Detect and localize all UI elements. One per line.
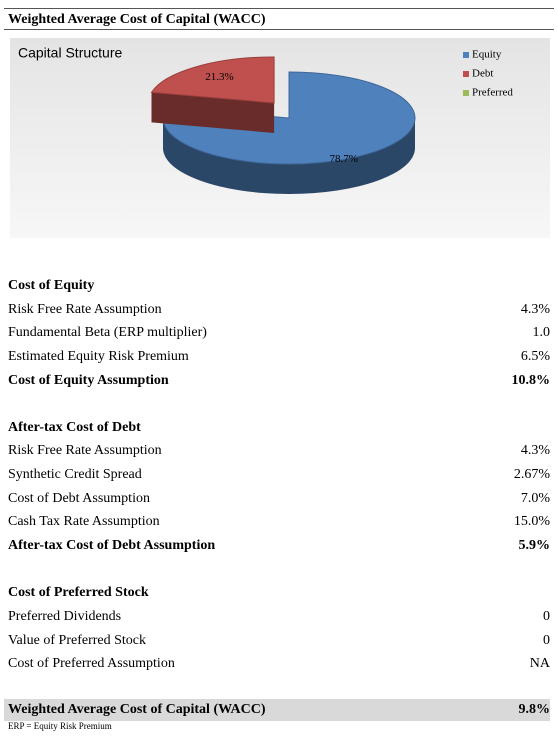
row-value: NA: [529, 656, 550, 672]
row-label: Cost of Equity Assumption: [8, 372, 169, 388]
row-label: Preferred Dividends: [8, 608, 122, 624]
row-value: 4.3%: [520, 443, 550, 459]
table-row: Estimated Equity Risk Premium 6.5%: [8, 346, 550, 368]
table-row: Preferred Dividends 0: [8, 606, 550, 628]
row-label: Synthetic Credit Spread: [8, 467, 142, 482]
legend-swatch: [463, 90, 469, 96]
legend-label: Debt: [472, 68, 493, 80]
row-value: 0: [543, 608, 550, 624]
pie-slice: [162, 71, 416, 165]
legend-swatch: [463, 71, 469, 77]
row-value: 1.0: [532, 325, 551, 341]
row-label: Cost of Preferred Assumption: [8, 656, 175, 672]
row-label: Estimated Equity Risk Premium: [8, 348, 189, 364]
row-value: 2.67%: [513, 467, 550, 482]
row-value: 0: [543, 632, 550, 648]
row-value: 5.9%: [518, 538, 551, 554]
table-row: Cost of Debt Assumption 7.0%: [8, 488, 550, 510]
row-label: Cost of Preferred Stock: [8, 585, 149, 601]
table-row: Cash Tax Rate Assumption 15.0%: [8, 511, 550, 533]
table-row: Cost of Preferred Assumption NA: [8, 653, 550, 675]
row-value: 4.3%: [520, 301, 550, 317]
table-row: Cost of Preferred Stock: [8, 582, 550, 604]
footnote: ERP = Equity Risk Premium: [8, 721, 112, 731]
row-label: Fundamental Beta (ERP multiplier): [8, 325, 207, 341]
chart: Capital Structure 78.7% 21.3% Equity Debt Pr…: [10, 38, 550, 238]
pie-slice-side: [163, 118, 415, 194]
table-row: Synthetic Credit Spread 2.67%: [8, 464, 550, 486]
row-label: After-tax Cost of Debt: [8, 419, 141, 435]
row-label: Cash Tax Rate Assumption: [8, 514, 160, 530]
legend-label: Preferred: [472, 87, 513, 99]
row-value: 15.0%: [513, 514, 550, 530]
table-row: Fundamental Beta (ERP multiplier) 1.0: [8, 322, 550, 344]
row-label: Cost of Equity: [8, 278, 95, 293]
table-row: Risk Free Rate Assumption 4.3%: [8, 440, 550, 462]
row-value: 6.5%: [520, 348, 550, 364]
table-row: Cost of Equity: [8, 275, 550, 297]
legend-swatch: [463, 52, 469, 58]
row-label: Risk Free Rate Assumption: [8, 301, 162, 317]
row-label: Weighted Average Cost of Capital (WACC): [8, 702, 266, 717]
row-label: After-tax Cost of Debt Assumption: [8, 538, 216, 554]
pie-slice: [150, 56, 275, 104]
row-label: Cost of Debt Assumption: [8, 490, 150, 506]
table-row: Cost of Equity Assumption 10.8%: [8, 370, 550, 392]
pie-label: 21.3%: [205, 71, 233, 83]
chart-title: Capital Structure: [18, 45, 122, 61]
row-value: 10.8%: [511, 372, 551, 388]
table-row: After-tax Cost of Debt Assumption 5.9%: [8, 535, 550, 557]
page-title: Weighted Average Cost of Capital (WACC): [4, 8, 554, 30]
legend-label: Equity: [472, 49, 502, 61]
row-value: 9.8%: [518, 702, 551, 717]
table-row: After-tax Cost of Debt: [8, 417, 550, 439]
row-label: Risk Free Rate Assumption: [8, 443, 162, 459]
table-row: Risk Free Rate Assumption 4.3%: [8, 299, 550, 321]
pie-slice-side: [151, 92, 275, 133]
row-value: 7.0%: [520, 490, 550, 506]
table-row: Value of Preferred Stock 0: [8, 630, 550, 652]
table-row: Weighted Average Cost of Capital (WACC) 9…: [4, 699, 550, 721]
pie-label: 78.7%: [330, 153, 358, 165]
row-label: Value of Preferred Stock: [8, 632, 147, 648]
